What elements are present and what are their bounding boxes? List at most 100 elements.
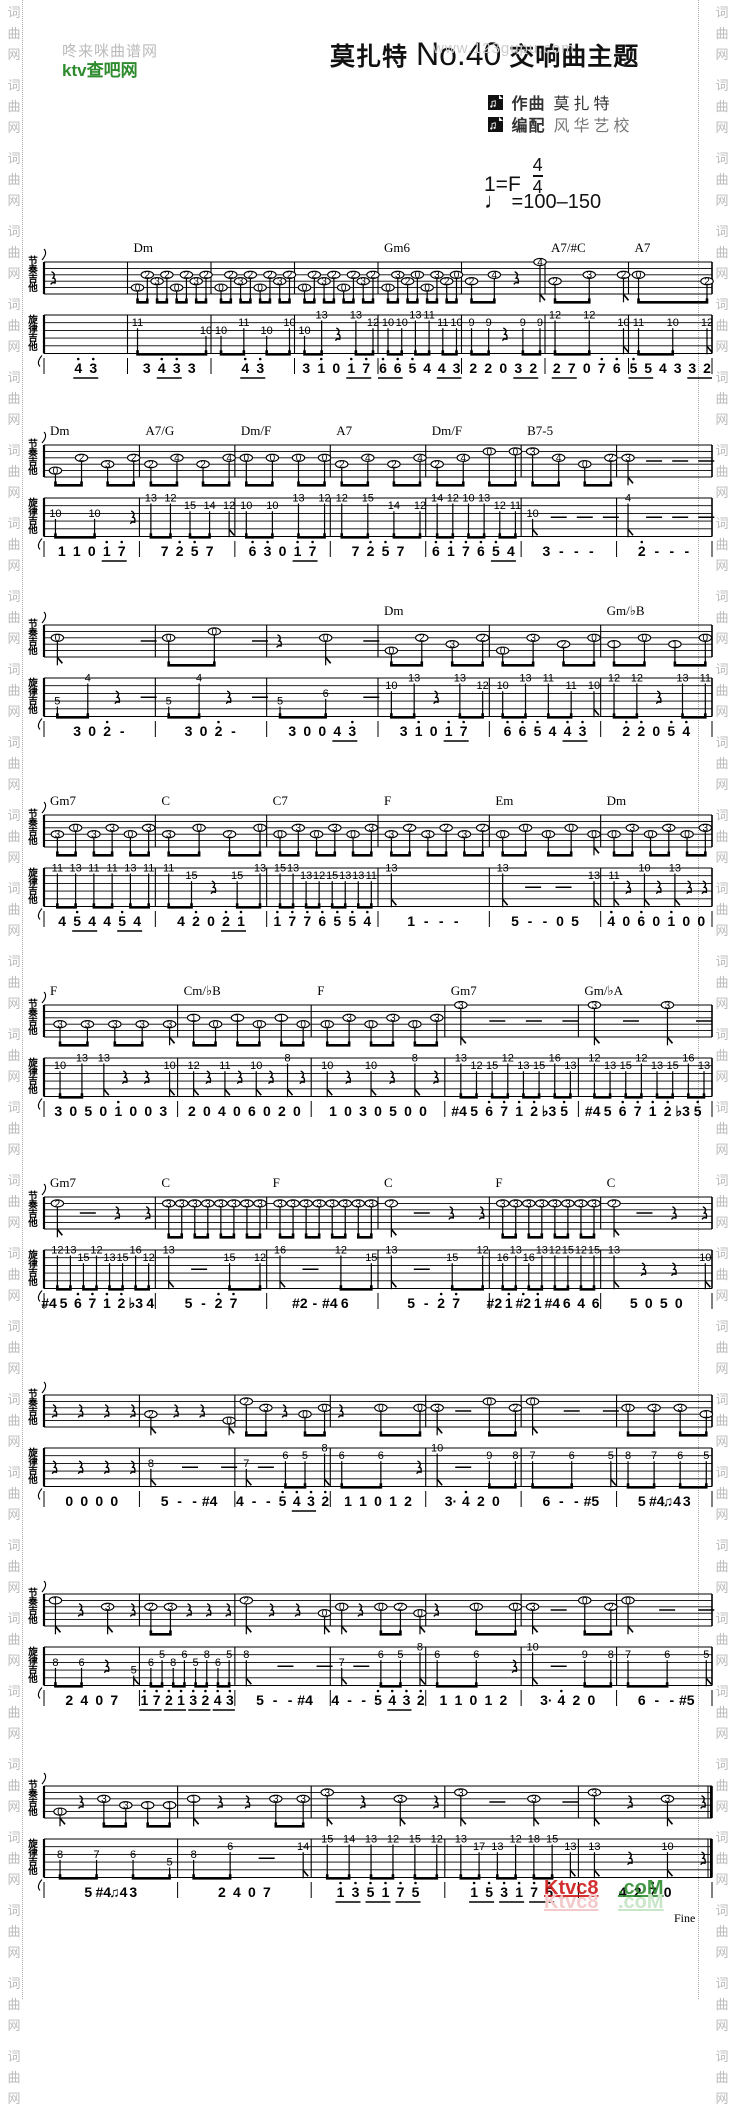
- svg-text:12: 12: [90, 1244, 102, 1256]
- svg-text:-: -: [559, 543, 564, 559]
- svg-text:12: 12: [318, 492, 330, 504]
- svg-text:6: 6: [638, 1692, 646, 1708]
- svg-text:3: 3: [89, 360, 97, 376]
- svg-text:16: 16: [682, 1052, 694, 1064]
- svg-text:7: 7: [634, 1103, 642, 1119]
- svg-text:2: 2: [417, 1692, 425, 1708]
- svg-text:他: 他: [27, 1806, 38, 1818]
- svg-text:他: 他: [27, 1217, 38, 1229]
- svg-text:10: 10: [54, 1060, 66, 1072]
- svg-text:5: 5: [374, 1692, 382, 1708]
- svg-text:5: 5: [703, 1450, 709, 1462]
- svg-text:13: 13: [455, 1052, 467, 1064]
- svg-text:10: 10: [396, 317, 408, 329]
- svg-text:6: 6: [473, 1649, 479, 1661]
- svg-text:3: 3: [352, 1884, 360, 1900]
- svg-text:5: 5: [191, 543, 199, 559]
- svg-text:13: 13: [517, 1060, 529, 1072]
- svg-text:C: C: [161, 1175, 170, 1190]
- svg-text:5: 5: [571, 913, 579, 929]
- svg-text:7: 7: [625, 1649, 631, 1661]
- svg-text:1: 1: [359, 1493, 367, 1509]
- svg-text:10: 10: [250, 1060, 262, 1072]
- svg-text:8: 8: [148, 1458, 154, 1470]
- svg-text:0: 0: [129, 1103, 137, 1119]
- svg-text:他: 他: [27, 1415, 38, 1427]
- svg-text:2: 2: [65, 1692, 73, 1708]
- svg-text:12: 12: [313, 870, 325, 882]
- svg-text:15: 15: [365, 1252, 377, 1264]
- svg-text:7: 7: [500, 1103, 508, 1119]
- svg-text:9: 9: [468, 317, 474, 329]
- svg-text:5: 5: [382, 543, 390, 559]
- svg-text:-: -: [424, 1295, 429, 1311]
- svg-text:#5: #5: [679, 1692, 695, 1708]
- svg-text:5: 5: [166, 696, 172, 708]
- svg-text:#4: #4: [451, 1103, 467, 1119]
- svg-text:7: 7: [530, 1884, 538, 1900]
- svg-text:5: 5: [302, 1450, 308, 1462]
- svg-text:4: 4: [549, 723, 557, 739]
- svg-text:5: 5: [492, 543, 500, 559]
- svg-text:10: 10: [385, 680, 397, 692]
- svg-text:3: 3: [256, 360, 264, 376]
- svg-text:3·: 3·: [540, 1692, 552, 1708]
- svg-text:Fine: Fine: [674, 1911, 695, 1925]
- svg-text:13: 13: [163, 1244, 175, 1256]
- svg-text:12: 12: [51, 1244, 63, 1256]
- svg-text:7: 7: [651, 1450, 657, 1462]
- svg-text:5: 5: [412, 1884, 420, 1900]
- svg-text:4: 4: [58, 913, 66, 929]
- svg-text:12: 12: [502, 1052, 514, 1064]
- svg-text:他: 他: [27, 704, 38, 716]
- svg-text:12: 12: [549, 309, 561, 321]
- svg-text:6: 6: [677, 1450, 683, 1462]
- svg-text:F: F: [495, 1175, 502, 1190]
- svg-text:13: 13: [124, 862, 136, 874]
- svg-text:0: 0: [279, 543, 287, 559]
- svg-text:-: -: [669, 1692, 674, 1708]
- svg-text:13: 13: [76, 1052, 88, 1064]
- svg-text:5: 5: [161, 1493, 169, 1509]
- svg-text:他: 他: [27, 645, 38, 657]
- svg-text:1: 1: [389, 1493, 397, 1509]
- svg-text:0: 0: [675, 1295, 683, 1311]
- svg-text:2: 2: [165, 1692, 173, 1708]
- svg-text:2: 2: [404, 1493, 412, 1509]
- svg-text:11: 11: [219, 1060, 230, 1072]
- svg-text:2: 2: [572, 1692, 580, 1708]
- svg-text:12: 12: [635, 1052, 647, 1064]
- svg-text:2: 2: [215, 1295, 223, 1311]
- svg-text:3: 3: [188, 360, 196, 376]
- svg-text:15: 15: [185, 870, 197, 882]
- svg-text:4: 4: [682, 723, 690, 739]
- svg-text:4: 4: [293, 1493, 301, 1509]
- svg-text:Gm7: Gm7: [451, 983, 478, 998]
- svg-text:6: 6: [563, 1295, 571, 1311]
- svg-text:-: -: [654, 543, 659, 559]
- svg-text:14: 14: [431, 492, 443, 504]
- svg-text:-: -: [120, 723, 125, 739]
- svg-text:2: 2: [703, 360, 711, 376]
- svg-text:12: 12: [494, 500, 506, 512]
- svg-text:3: 3: [348, 723, 356, 739]
- svg-text:7: 7: [110, 1692, 118, 1708]
- svg-text:11: 11: [543, 672, 554, 684]
- svg-text:5: 5: [630, 360, 638, 376]
- svg-text:15: 15: [546, 1833, 558, 1845]
- svg-text:10: 10: [638, 862, 650, 874]
- svg-text:5: 5: [84, 1884, 92, 1900]
- svg-text:5: 5: [608, 1450, 614, 1462]
- svg-text:6: 6: [619, 1103, 627, 1119]
- svg-text:3: 3: [683, 1493, 691, 1509]
- svg-text:2: 2: [188, 1103, 196, 1119]
- svg-text:0: 0: [682, 913, 690, 929]
- svg-text:#4: #4: [322, 1295, 338, 1311]
- svg-text:他: 他: [27, 1084, 38, 1096]
- svg-text:3: 3: [579, 723, 587, 739]
- svg-text:1: 1: [347, 360, 355, 376]
- svg-text:13: 13: [669, 862, 681, 874]
- svg-text:13: 13: [352, 870, 364, 882]
- svg-text:7: 7: [263, 1884, 271, 1900]
- svg-text:9: 9: [520, 317, 526, 329]
